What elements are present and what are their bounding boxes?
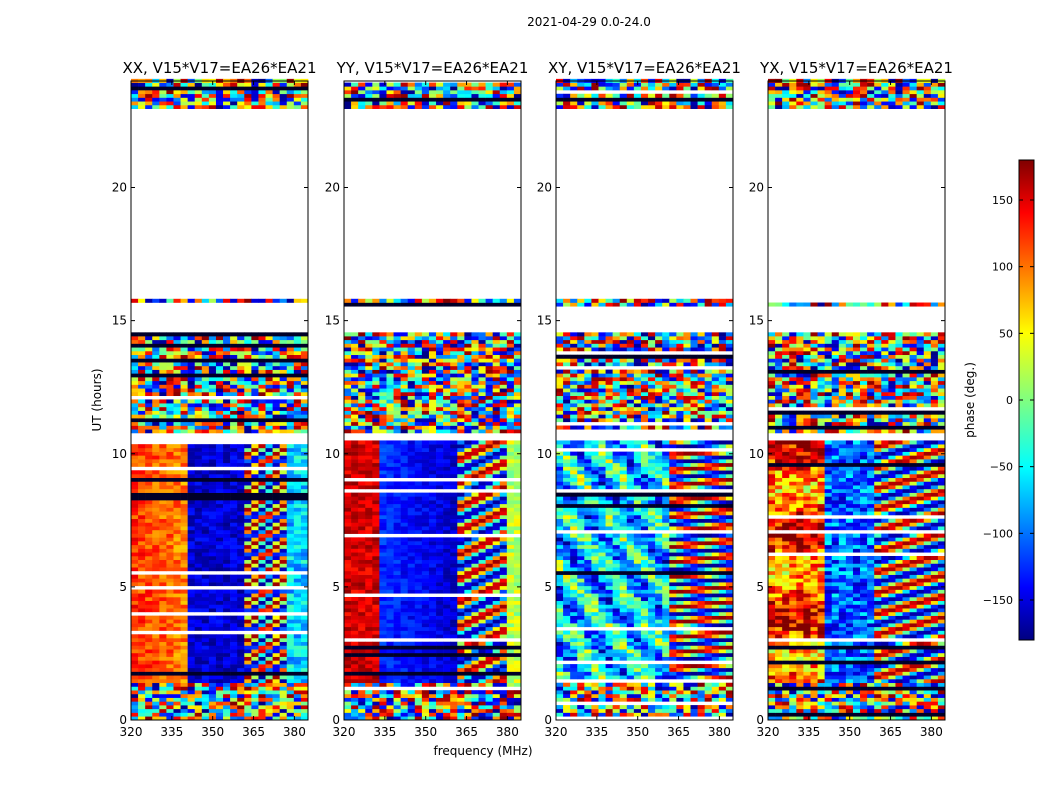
y-tick-label: 5 [119,580,127,594]
panel-yy: YY, V15*V17=EA26*EA21 320 335 350 365 380 0 5 10… [325,59,529,739]
y-tick-label: 20 [537,181,552,195]
figure-suptitle: 2021-04-29 0.0-24.0 [527,15,651,29]
y-tick-label: 10 [325,447,340,461]
x-tick-label: 320 [333,725,356,739]
heatmap-cells-xy [556,78,734,717]
y-tick-label: 20 [325,181,340,195]
panel-frame [555,80,734,721]
panel-title: YY, V15*V17=EA26*EA21 [336,59,529,77]
y-tick-label: 20 [749,181,764,195]
y-tick-label: 0 [756,713,764,727]
x-tick-label: 380 [496,725,519,739]
x-tick-label: 335 [797,725,820,739]
y-tick-label: 10 [749,447,764,461]
x-tick-label: 350 [838,725,861,739]
panel-xy: XY, V15*V17=EA26*EA21 320 335 350 365 380 0 5 10… [537,59,741,739]
x-tick-label: 365 [879,725,902,739]
y-tick-label: 15 [537,314,552,328]
x-tick-label: 350 [626,725,649,739]
colorbar-label: phase (deg.) [963,362,977,438]
x-tick-label: 335 [373,725,396,739]
panels: XX, V15*V17=EA26*EA21 320 335 350 365 380 0 5 10… [112,59,953,739]
x-axis-label: frequency (MHz) [433,744,532,758]
x-tick-label: 350 [201,725,224,739]
panel-yx: YX, V15*V17=EA26*EA21 320 335 350 365 380 0 5 10… [749,59,953,739]
x-tick-label: 380 [920,725,943,739]
x-tick-label: 320 [757,725,780,739]
y-tick-label: 10 [537,447,552,461]
x-tick-label: 320 [120,725,143,739]
panel-title: XX, V15*V17=EA26*EA21 [122,59,316,77]
colorbar-tick-label: −100 [983,527,1013,540]
x-tick-label: 335 [160,725,183,739]
y-tick-label: 15 [325,314,340,328]
x-tick-label: 365 [667,725,690,739]
x-tick-label: 380 [708,725,731,739]
x-tick-label: 320 [545,725,568,739]
x-tick-label: 365 [242,725,265,739]
y-tick-label: 5 [756,580,764,594]
colorbar-tick-label: −150 [983,594,1013,607]
heatmap-cells-xx [131,78,309,721]
y-tick-label: 15 [749,314,764,328]
x-tick-label: 365 [455,725,478,739]
colorbar-tick-label: 150 [992,194,1013,207]
y-tick-label: 15 [112,314,127,328]
panel-title: XY, V15*V17=EA26*EA21 [548,59,741,77]
y-tick-label: 0 [119,713,127,727]
colorbar: −150 −100 −50 0 50 100 150 [983,159,1035,641]
colorbar-tick-label: −50 [990,461,1013,474]
x-tick-label: 350 [414,725,437,739]
x-tick-label: 335 [585,725,608,739]
y-tick-label: 5 [332,580,340,594]
x-tick-label: 380 [283,725,306,739]
y-tick-label: 0 [332,713,340,727]
colorbar-tick-label: 50 [999,327,1013,340]
panel-frame [343,80,522,721]
y-tick-label: 20 [112,181,127,195]
panel-xx: XX, V15*V17=EA26*EA21 320 335 350 365 380 0 5 10… [112,59,317,739]
y-tick-label: 5 [544,580,552,594]
heatmap-cells-yx [768,78,946,721]
y-axis-label: UT (hours) [90,368,104,431]
y-tick-label: 10 [112,447,127,461]
panel-frame [767,80,946,721]
heatmap-cells-yy [344,82,522,721]
colorbar-tick-label: 100 [992,261,1013,274]
colorbar-ticks: −150 −100 −50 0 50 100 150 [983,194,1034,607]
panel-frame [130,80,309,721]
colorbar-tick-label: 0 [1006,394,1013,407]
y-tick-label: 0 [544,713,552,727]
panel-title: YX, V15*V17=EA26*EA21 [759,59,953,77]
